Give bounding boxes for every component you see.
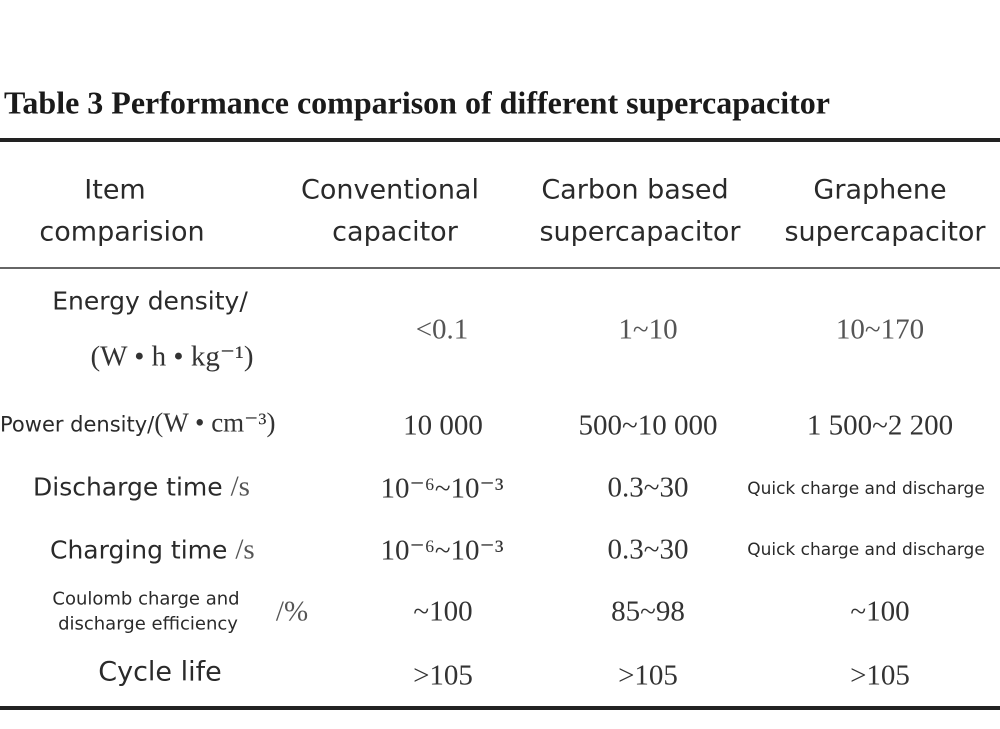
row-label: Coulomb charge and (52, 588, 240, 610)
row-unit: /s (235, 533, 255, 566)
bottom-rule (0, 706, 1000, 710)
cell: ~100 (413, 595, 473, 628)
row-unit: /s (230, 470, 250, 503)
row-label: Cycle life (98, 656, 222, 688)
table-title: Table 3 Performance comparison of differ… (4, 84, 830, 121)
cell: 1 500~2 200 (806, 409, 954, 442)
cell: >105 (850, 659, 910, 692)
cell: 10~170 (835, 313, 925, 346)
cell: ~100 (850, 595, 910, 628)
row-label-text: Charging time (50, 535, 228, 565)
cell: 10⁻⁶~10⁻³ (380, 472, 504, 505)
cell: <0.1 (415, 313, 469, 346)
cell: 500~10 000 (578, 409, 718, 442)
cell: 10⁻⁶~10⁻³ (380, 534, 504, 567)
cell: Quick charge and discharge (747, 479, 985, 499)
row-unit: /% (275, 595, 309, 628)
row-label: Discharge time /s (33, 471, 250, 504)
top-rule (0, 138, 1000, 142)
cell: 85~98 (611, 595, 685, 628)
row-unit: (W • cm⁻³) (154, 407, 276, 438)
header-cell: capacitor (332, 216, 458, 248)
row-label: discharge efficiency (58, 613, 238, 635)
cell: >105 (618, 659, 678, 692)
row-label: Power density/(W • cm⁻³) (0, 408, 276, 439)
row-label-text: Power density/ (0, 412, 155, 437)
row-label: Energy density/ (52, 286, 248, 316)
header-cell: Carbon based (541, 174, 729, 206)
header-rule (0, 267, 1000, 269)
header-cell: comparision (39, 216, 205, 248)
cell: 0.3~30 (607, 533, 689, 566)
cell: >105 (413, 659, 473, 692)
cell: Quick charge and discharge (747, 540, 985, 560)
cell: 1~10 (618, 313, 678, 346)
row-unit: (W • h • kg⁻¹) (90, 340, 254, 373)
cell: 10 000 (403, 409, 483, 442)
header-cell: supercapacitor (539, 216, 741, 248)
row-label-text: Discharge time (33, 472, 223, 502)
header-cell: supercapacitor (784, 216, 986, 248)
header-cell: Graphene (813, 174, 947, 206)
header-cell: Item (84, 174, 146, 206)
row-label: Charging time /s (50, 534, 255, 567)
header-cell: Conventional (301, 174, 479, 206)
cell: 0.3~30 (607, 471, 689, 504)
